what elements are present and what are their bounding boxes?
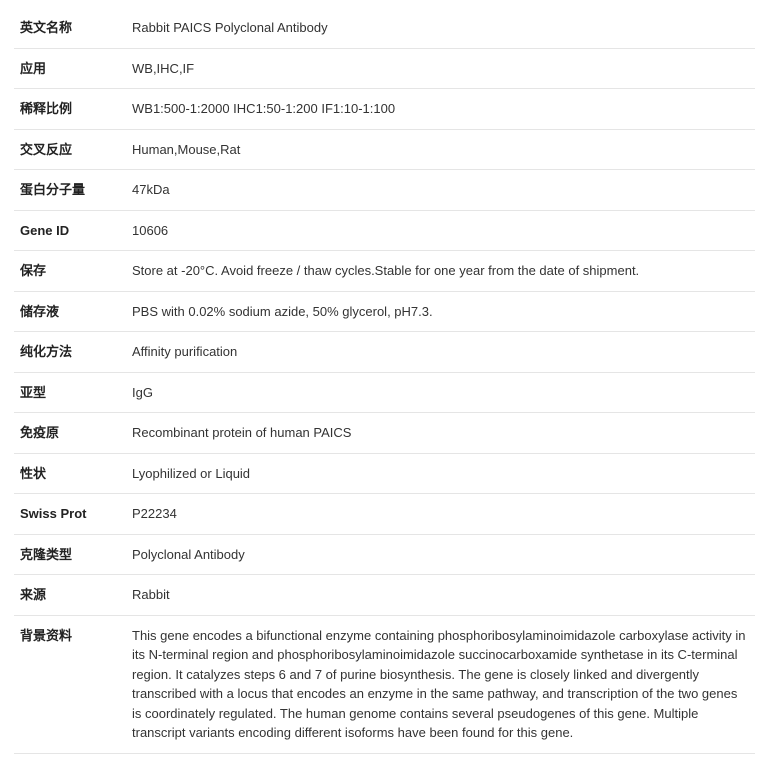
table-row: 免疫原Recombinant protein of human PAICS <box>14 413 755 454</box>
table-row: 克隆类型Polyclonal Antibody <box>14 534 755 575</box>
table-row: 亚型IgG <box>14 372 755 413</box>
spec-label: Swiss Prot <box>14 494 126 535</box>
spec-value: Lyophilized or Liquid <box>126 453 755 494</box>
spec-value: Store at -20°C. Avoid freeze / thaw cycl… <box>126 251 755 292</box>
spec-value: Rabbit <box>126 575 755 616</box>
table-row: 稀释比例WB1:500-1:2000 IHC1:50-1:200 IF1:10-… <box>14 89 755 130</box>
spec-label: 来源 <box>14 575 126 616</box>
table-row: 储存液PBS with 0.02% sodium azide, 50% glyc… <box>14 291 755 332</box>
table-row: 背景资料This gene encodes a bifunctional enz… <box>14 615 755 753</box>
spec-value: Affinity purification <box>126 332 755 373</box>
table-row: 英文名称Rabbit PAICS Polyclonal Antibody <box>14 8 755 48</box>
table-row: Gene ID10606 <box>14 210 755 251</box>
spec-label: Gene ID <box>14 210 126 251</box>
spec-value: Human,Mouse,Rat <box>126 129 755 170</box>
table-row: 应用WB,IHC,IF <box>14 48 755 89</box>
spec-label: 背景资料 <box>14 615 126 753</box>
spec-value: 10606 <box>126 210 755 251</box>
spec-value: PBS with 0.02% sodium azide, 50% glycero… <box>126 291 755 332</box>
spec-label: 亚型 <box>14 372 126 413</box>
spec-value: WB,IHC,IF <box>126 48 755 89</box>
spec-value: Polyclonal Antibody <box>126 534 755 575</box>
spec-label: 蛋白分子量 <box>14 170 126 211</box>
spec-label: 英文名称 <box>14 8 126 48</box>
spec-label: 稀释比例 <box>14 89 126 130</box>
table-row: 蛋白分子量47kDa <box>14 170 755 211</box>
spec-label: 保存 <box>14 251 126 292</box>
spec-label: 克隆类型 <box>14 534 126 575</box>
spec-value: IgG <box>126 372 755 413</box>
spec-label: 交叉反应 <box>14 129 126 170</box>
spec-label: 储存液 <box>14 291 126 332</box>
spec-value: WB1:500-1:2000 IHC1:50-1:200 IF1:10-1:10… <box>126 89 755 130</box>
spec-label: 免疫原 <box>14 413 126 454</box>
table-row: 性状Lyophilized or Liquid <box>14 453 755 494</box>
spec-value: Recombinant protein of human PAICS <box>126 413 755 454</box>
table-row: 交叉反应Human,Mouse,Rat <box>14 129 755 170</box>
table-row: 来源Rabbit <box>14 575 755 616</box>
spec-table-body: 英文名称Rabbit PAICS Polyclonal Antibody应用WB… <box>14 8 755 753</box>
spec-label: 纯化方法 <box>14 332 126 373</box>
spec-value: Rabbit PAICS Polyclonal Antibody <box>126 8 755 48</box>
spec-value: 47kDa <box>126 170 755 211</box>
spec-label: 性状 <box>14 453 126 494</box>
spec-value: This gene encodes a bifunctional enzyme … <box>126 615 755 753</box>
spec-value: P22234 <box>126 494 755 535</box>
table-row: Swiss ProtP22234 <box>14 494 755 535</box>
product-spec-table: 英文名称Rabbit PAICS Polyclonal Antibody应用WB… <box>14 8 755 754</box>
table-row: 保存Store at -20°C. Avoid freeze / thaw cy… <box>14 251 755 292</box>
spec-label: 应用 <box>14 48 126 89</box>
table-row: 纯化方法Affinity purification <box>14 332 755 373</box>
